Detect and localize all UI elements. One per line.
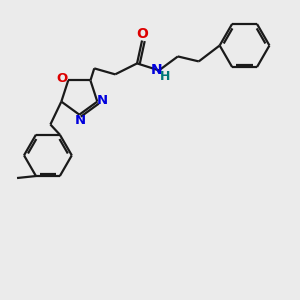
Text: H: H [160,70,170,83]
Text: N: N [151,63,162,77]
Text: N: N [97,94,108,107]
Text: N: N [75,114,86,127]
Text: O: O [57,72,68,85]
Text: O: O [136,27,148,41]
